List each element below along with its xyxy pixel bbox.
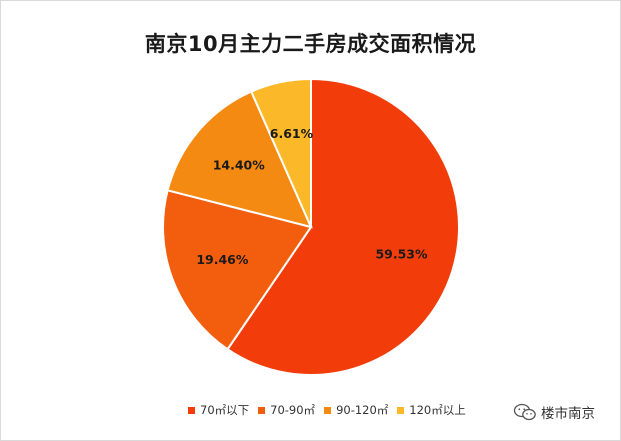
legend-label: 90-120㎡ <box>336 403 389 417</box>
legend-label: 70㎡以下 <box>200 403 250 417</box>
pie-slice-90-120 <box>166 90 313 229</box>
data-label-90-120: 14.40% <box>213 157 266 172</box>
chart-title: 南京10月主力二手房成交面积情况 <box>144 32 477 56</box>
legend-label: 70-90㎡ <box>270 403 316 417</box>
pie-slice-70-below <box>226 77 460 376</box>
wechat-icon <box>513 403 536 421</box>
legend-item-70-90: 70-90㎡ <box>258 402 315 418</box>
data-label-120-above: 6.61% <box>270 126 314 141</box>
watermark: 楼市南京 <box>513 402 595 422</box>
legend-label: 120㎡以上 <box>409 403 466 417</box>
data-label-70-90: 19.46% <box>196 252 249 267</box>
legend-item-90-120: 90-120㎡ <box>324 402 388 418</box>
legend-item-120-above: 120㎡以上 <box>397 402 466 418</box>
legend-swatch <box>258 406 266 414</box>
legend-swatch <box>324 406 332 414</box>
legend-item-70-below: 70㎡以下 <box>188 402 249 418</box>
watermark-text: 楼市南京 <box>541 406 595 422</box>
legend-swatch <box>188 406 195 414</box>
chart-legend: 70㎡以下 70-90㎡ 90-120㎡ 120㎡以上 <box>188 402 475 418</box>
pie-slice-120-above <box>249 77 312 228</box>
pie-slice-70-90 <box>162 189 313 351</box>
legend-swatch <box>397 406 405 414</box>
data-label-70-below: 59.53% <box>375 246 428 261</box>
